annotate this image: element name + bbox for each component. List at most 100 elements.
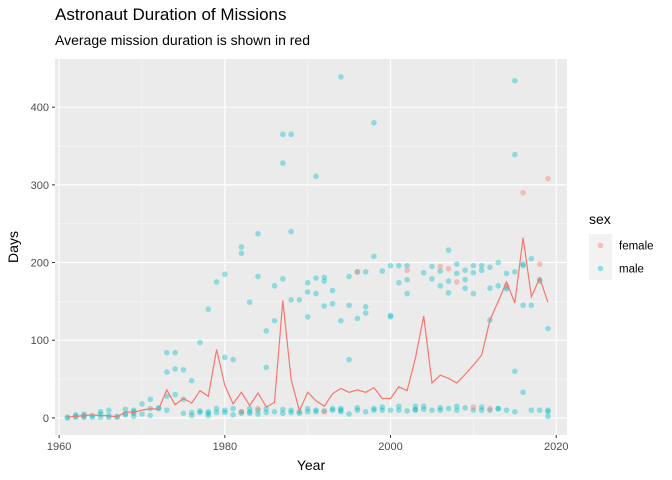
point-male <box>313 290 319 297</box>
point-male <box>495 259 502 266</box>
point-male <box>296 410 303 417</box>
x-axis-title: Year <box>297 457 326 473</box>
point-male <box>130 410 137 417</box>
point-male <box>462 267 468 274</box>
point-male <box>454 270 460 277</box>
point-male <box>454 261 460 267</box>
point-male <box>512 408 518 415</box>
point-male <box>503 286 510 292</box>
point-male <box>528 302 535 309</box>
y-axis-title: Days <box>5 231 21 263</box>
point-male <box>205 410 212 417</box>
x-axis-ticks: 1960 1980 2000 2020 <box>47 435 568 453</box>
point-male <box>230 412 236 418</box>
point-male <box>222 271 228 277</box>
chart-title: Astronaut Duration of Missions <box>55 5 287 24</box>
point-male <box>263 328 270 334</box>
point-male <box>437 283 444 289</box>
point-male <box>304 405 311 412</box>
y-axis-ticks: 0 100 200 300 400 <box>31 102 55 425</box>
point-male <box>139 401 145 407</box>
point-male <box>512 368 518 375</box>
point-male <box>304 314 311 320</box>
point-female <box>487 405 493 412</box>
point-male <box>296 297 303 303</box>
point-male <box>271 283 278 289</box>
point-male <box>445 290 452 296</box>
point-female <box>238 408 245 415</box>
legend-key-male <box>589 257 612 280</box>
point-male <box>64 415 71 421</box>
point-male <box>313 407 319 413</box>
point-male <box>164 393 170 399</box>
point-female <box>445 265 452 272</box>
point-male <box>404 276 410 283</box>
point-male <box>437 407 444 413</box>
point-male <box>354 315 361 322</box>
grid-major <box>55 59 567 435</box>
point-male <box>387 312 394 319</box>
point-male <box>338 407 344 413</box>
point-male <box>271 408 278 415</box>
point-male <box>130 413 137 420</box>
point-male <box>288 228 294 235</box>
point-male <box>545 408 551 415</box>
point-male <box>321 274 328 281</box>
point-male <box>520 261 526 267</box>
point-male <box>412 406 419 413</box>
point-male <box>263 405 270 412</box>
y-tick-label: 100 <box>31 335 49 347</box>
point-male <box>495 405 502 412</box>
point-male <box>354 407 361 413</box>
point-male <box>147 412 154 419</box>
point-male <box>329 405 336 412</box>
point-male <box>379 407 386 413</box>
point-male <box>346 411 352 417</box>
x-tick-label: 2000 <box>378 441 402 453</box>
legend-swatch-male <box>597 265 604 272</box>
point-male <box>89 412 96 419</box>
point-male <box>321 278 328 284</box>
point-male <box>222 407 228 413</box>
point-male <box>487 264 493 270</box>
point-male <box>329 407 336 413</box>
point-male <box>454 407 460 413</box>
point-male <box>313 173 319 180</box>
point-male <box>362 408 369 415</box>
point-male <box>445 405 452 412</box>
point-male <box>371 405 377 412</box>
point-male <box>437 268 444 274</box>
point-male <box>478 407 485 413</box>
point-male <box>528 255 535 262</box>
x-tick-label: 1960 <box>47 441 71 453</box>
point-male <box>362 269 369 275</box>
point-male <box>288 131 294 138</box>
point-male <box>288 409 294 416</box>
legend-label-male: male <box>619 264 644 276</box>
grid-minor <box>55 59 567 435</box>
x-tick-label: 2020 <box>544 441 568 453</box>
point-male <box>205 408 212 415</box>
point-male <box>188 409 195 416</box>
point-male <box>164 369 170 375</box>
point-male <box>503 407 510 413</box>
point-male <box>545 325 551 332</box>
point-male <box>420 269 427 276</box>
point-male <box>188 412 195 419</box>
point-male <box>304 279 311 286</box>
point-male <box>164 349 170 356</box>
point-male <box>445 247 452 253</box>
point-male <box>354 405 361 411</box>
point-female <box>545 175 551 182</box>
point-male <box>180 410 187 417</box>
point-male <box>246 410 253 417</box>
point-male <box>470 262 477 269</box>
point-male <box>197 339 203 346</box>
point-female <box>321 408 328 415</box>
point-male <box>495 283 502 289</box>
point-male <box>180 366 187 373</box>
point-female <box>536 261 543 267</box>
point-male <box>230 356 236 363</box>
point-male <box>280 406 286 413</box>
point-male <box>462 405 468 411</box>
